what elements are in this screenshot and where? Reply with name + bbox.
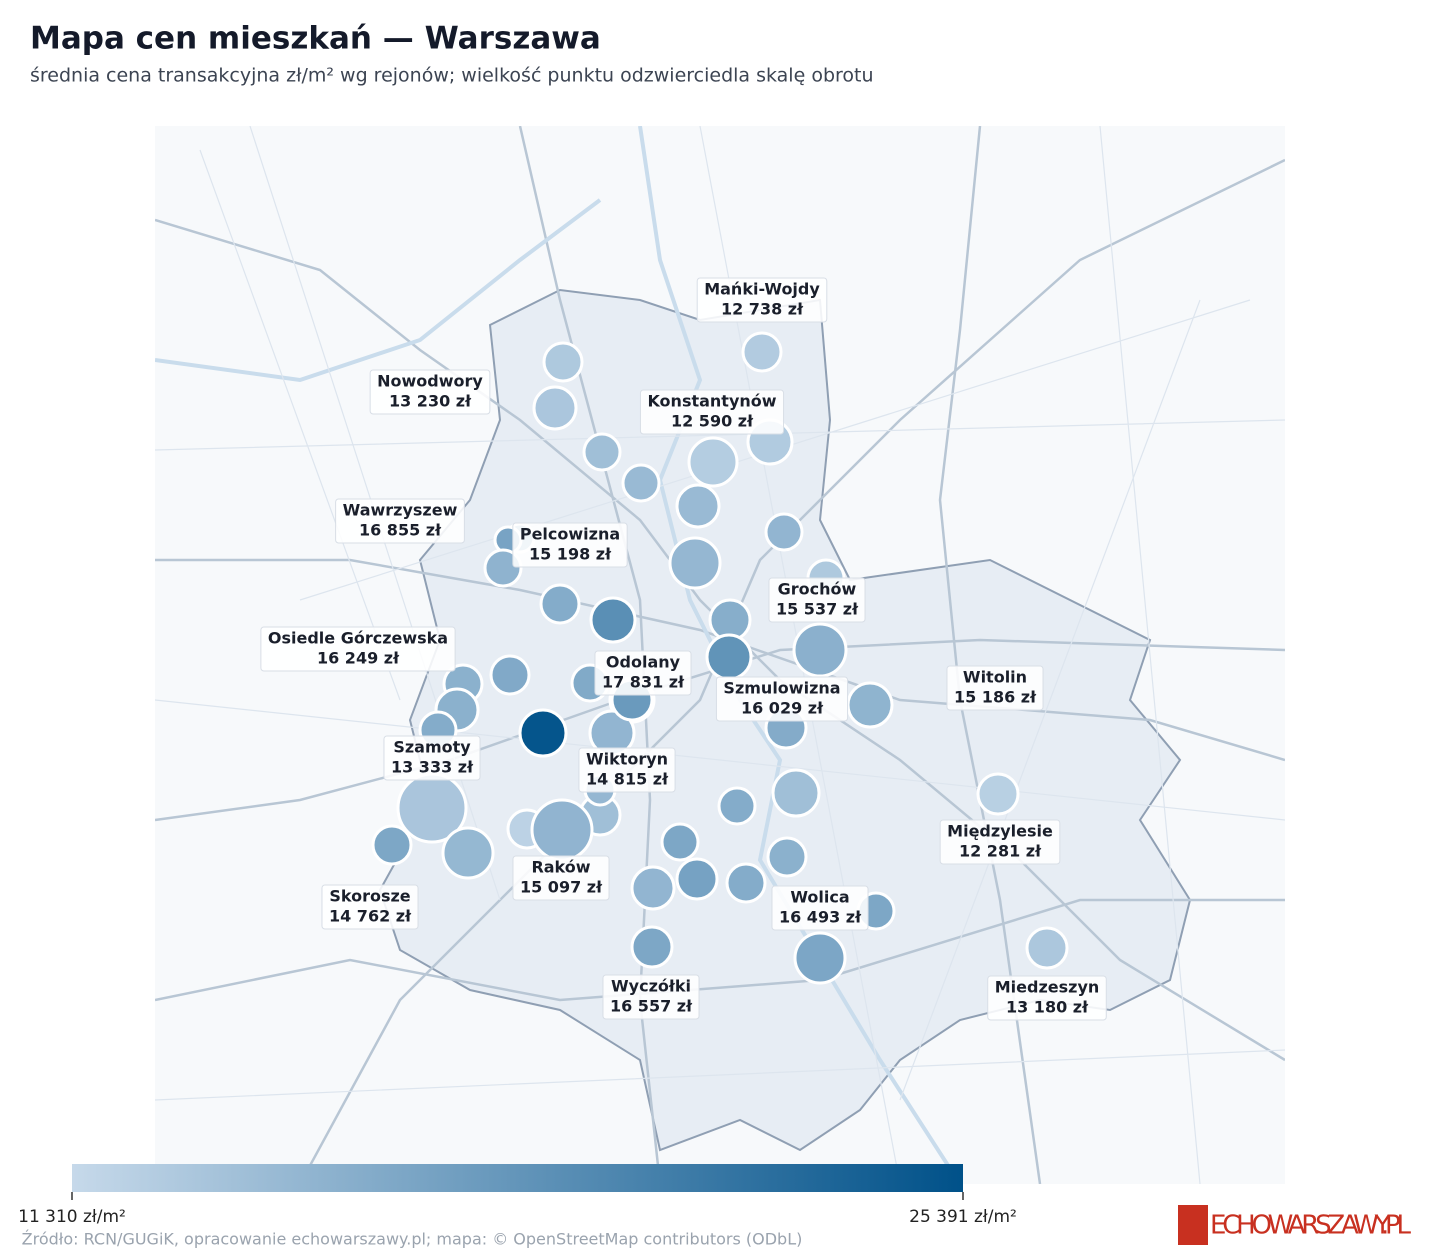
bubble (589, 596, 637, 644)
district-price: 15 186 zł (954, 688, 1037, 707)
district-price: 14 815 zł (586, 770, 669, 789)
bubble (976, 772, 1020, 816)
district-price: 16 029 zł (741, 699, 824, 718)
bubble (764, 512, 804, 552)
district-price: 14 762 zł (329, 907, 412, 926)
bubble (766, 836, 808, 878)
label-box (335, 498, 465, 544)
title: Mapa cen mieszkań — Warszawa (30, 21, 601, 57)
bubble (793, 931, 847, 985)
bubble (539, 583, 581, 625)
district-name: Wyczółki (611, 977, 691, 996)
district-name: Miedzeszyn (995, 978, 1100, 997)
district-price: 13 230 zł (389, 392, 472, 411)
label-box (639, 389, 785, 435)
district-name: Nowodwory (377, 372, 483, 391)
bubble (371, 824, 413, 866)
district-name: Wolica (790, 888, 849, 907)
label-box (768, 577, 866, 623)
district-price: 13 333 zł (391, 758, 474, 777)
bubble (542, 341, 584, 383)
district-price: 17 831 zł (602, 673, 685, 692)
subtitle: średnia cena transakcyjna zł/m² wg rejon… (30, 65, 874, 87)
district-price: 16 557 zł (610, 997, 693, 1016)
label-box (512, 522, 628, 568)
bubble (489, 654, 531, 696)
label-box (260, 626, 456, 672)
colorbar-label: 11 310 zł/m² (18, 1207, 126, 1227)
bubble (741, 331, 783, 373)
district-price: 15 198 zł (529, 545, 612, 564)
bubble (792, 622, 848, 678)
district-price: 16 493 zł (779, 908, 862, 927)
bubble (518, 708, 568, 758)
district-name: Odolany (606, 653, 681, 672)
label-box (578, 747, 676, 793)
district-name: Konstantynów (647, 392, 776, 411)
district-name: Wiktoryn (586, 750, 668, 769)
district-price: 16 249 zł (317, 649, 400, 668)
bubble (717, 786, 757, 826)
label-box (594, 650, 692, 696)
label-box (771, 885, 869, 931)
bubble (687, 436, 739, 488)
district-name: Szamoty (393, 738, 471, 757)
district-name: Grochów (778, 580, 857, 599)
district-name: Witolin (963, 668, 1027, 687)
district-name: Szmulowizna (723, 679, 840, 698)
district-name: Międzylesie (947, 822, 1053, 841)
bubble (630, 925, 674, 969)
bubble (725, 862, 767, 904)
colorbar-label: 25 391 zł/m² (909, 1207, 1017, 1227)
bubble (441, 826, 495, 880)
district-price: 12 590 zł (671, 412, 754, 431)
bubble (621, 463, 661, 503)
source: Źródło: RCN/GUGiK, opracowanie echowarsz… (22, 1230, 803, 1249)
district-name: Pelcowizna (520, 525, 620, 544)
district-price: 12 281 zł (959, 842, 1042, 861)
bubble (675, 857, 719, 901)
district-name: Mańki-Wojdy (704, 280, 820, 299)
bubble (668, 536, 722, 590)
bubble (771, 768, 821, 818)
bubble (675, 483, 721, 529)
district-price: 13 180 zł (1006, 998, 1089, 1017)
label-box (369, 369, 491, 415)
bubble (483, 548, 523, 588)
bubble (846, 681, 894, 729)
label-box (696, 277, 828, 323)
district-name: Osiedle Górczewska (268, 629, 448, 648)
bubble (532, 385, 578, 431)
label-box (602, 974, 700, 1020)
bubble (630, 865, 676, 911)
label-box (321, 884, 419, 930)
label-box (939, 819, 1061, 865)
bubble (1025, 926, 1069, 970)
bubble (660, 822, 700, 862)
label-box (512, 855, 610, 901)
district-name: Wawrzyszew (343, 501, 458, 520)
bubble (582, 432, 622, 472)
logo-icon (1178, 1205, 1208, 1245)
label-box (715, 676, 849, 722)
bubble (530, 798, 594, 862)
district-price: 15 537 zł (776, 600, 859, 619)
district-price: 15 097 zł (520, 878, 603, 897)
label-box (946, 665, 1044, 711)
label-box (383, 735, 481, 781)
district-name: Raków (531, 858, 590, 877)
district-name: Skorosze (329, 887, 410, 906)
colorbar (72, 1164, 963, 1192)
label-box (987, 975, 1107, 1021)
logo: ECHOWARSZAWY.PL (1210, 1211, 1412, 1241)
district-price: 16 855 zł (359, 521, 442, 540)
district-price: 12 738 zł (721, 300, 804, 319)
bubble (705, 633, 753, 681)
